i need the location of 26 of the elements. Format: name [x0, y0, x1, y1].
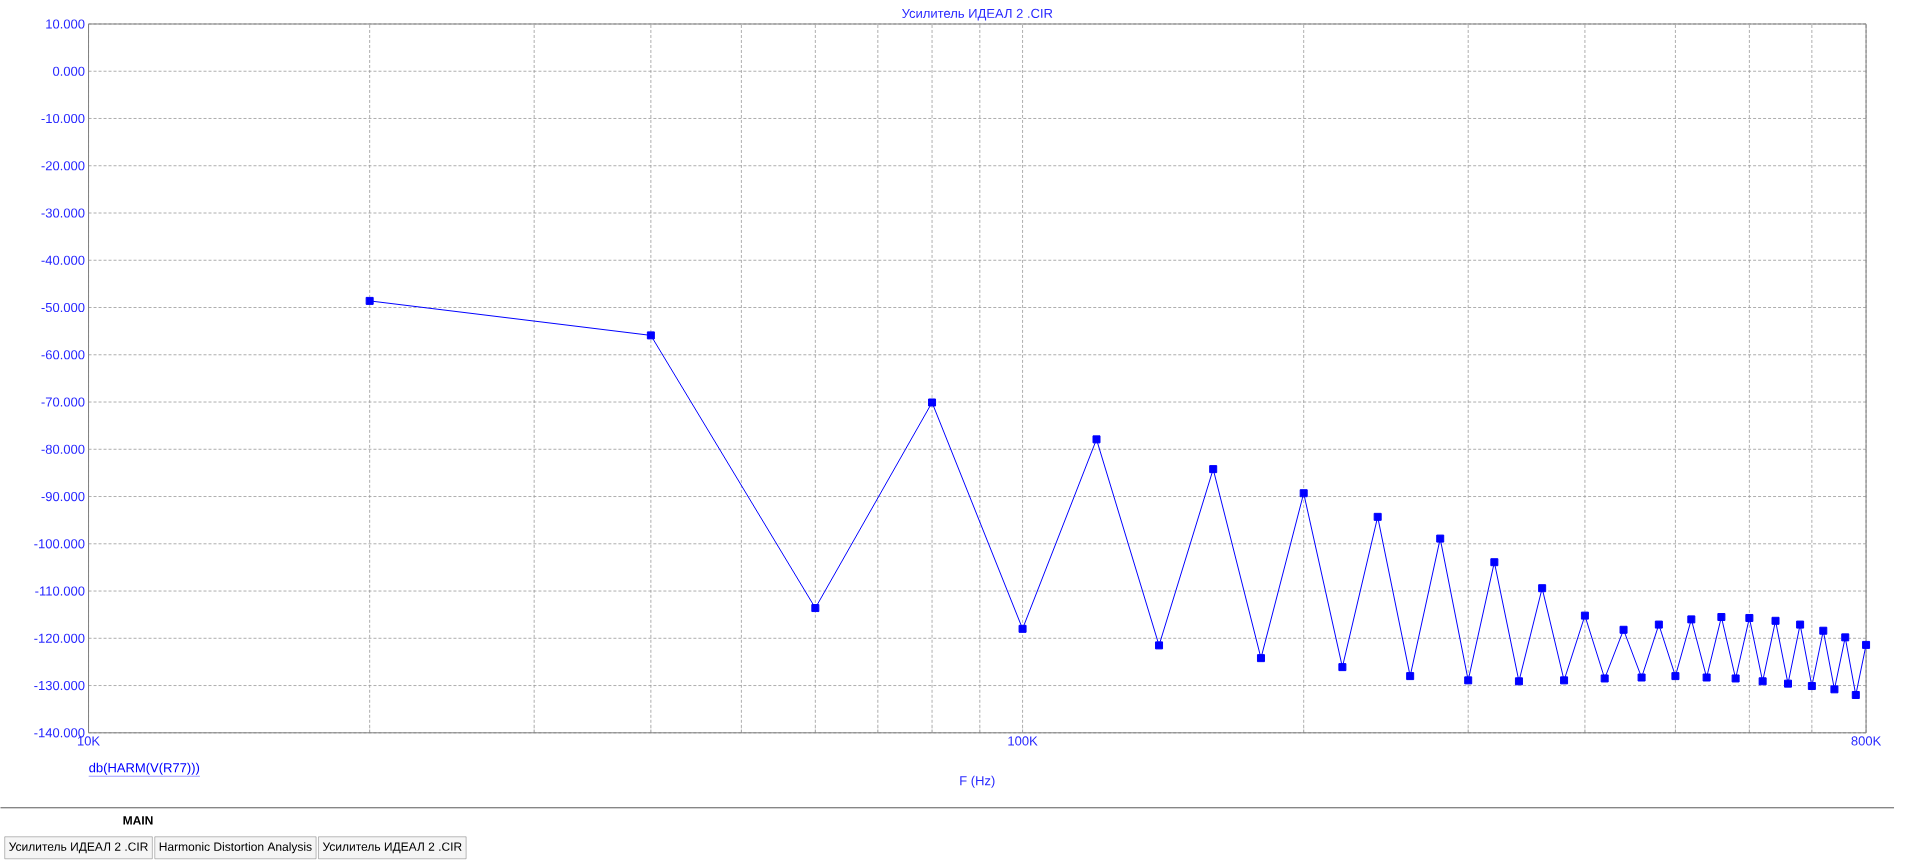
- x-tick-label: 100K: [1008, 736, 1038, 746]
- y-tick-label: -60.000: [41, 350, 85, 360]
- y-tick-label: -80.000: [41, 444, 85, 454]
- y-tick-label: -50.000: [41, 303, 85, 313]
- y-tick-label: 10.000: [46, 19, 85, 29]
- y-tick-label: -10.000: [41, 114, 85, 124]
- y-tick-label: -100.000: [34, 539, 85, 549]
- y-tick-label: -120.000: [34, 633, 85, 643]
- text: Усилитель ИДЕАЛ 2 .CIR: [9, 842, 148, 854]
- y-tick-label: -70.000: [41, 397, 85, 407]
- y-tick-label: 0.000: [52, 66, 85, 76]
- x-tick-label: 800K: [1851, 736, 1882, 746]
- y-tick-label: -140.000: [34, 728, 85, 738]
- y-tick-label: -110.000: [35, 586, 85, 596]
- y-tick-label: -40.000: [41, 255, 85, 265]
- chart-title: Усилитель ИДЕАЛ 2 .CIR: [902, 8, 1053, 21]
- x-tick-label: 10K: [77, 736, 100, 746]
- y-tick-label: -130.000: [34, 681, 85, 691]
- y-tick-label: -30.000: [41, 208, 85, 218]
- text: db(HARM(V(R77))): [89, 762, 200, 775]
- x-axis-title: F (Hz): [960, 775, 995, 788]
- text: Усилитель ИДЕАЛ 2 .CIR: [322, 842, 462, 854]
- y-tick-label: -20.000: [41, 161, 85, 171]
- text: Harmonic Distortion Analysis: [159, 842, 312, 854]
- y-tick-label: -90.000: [41, 492, 85, 502]
- text: MAIN: [123, 816, 153, 825]
